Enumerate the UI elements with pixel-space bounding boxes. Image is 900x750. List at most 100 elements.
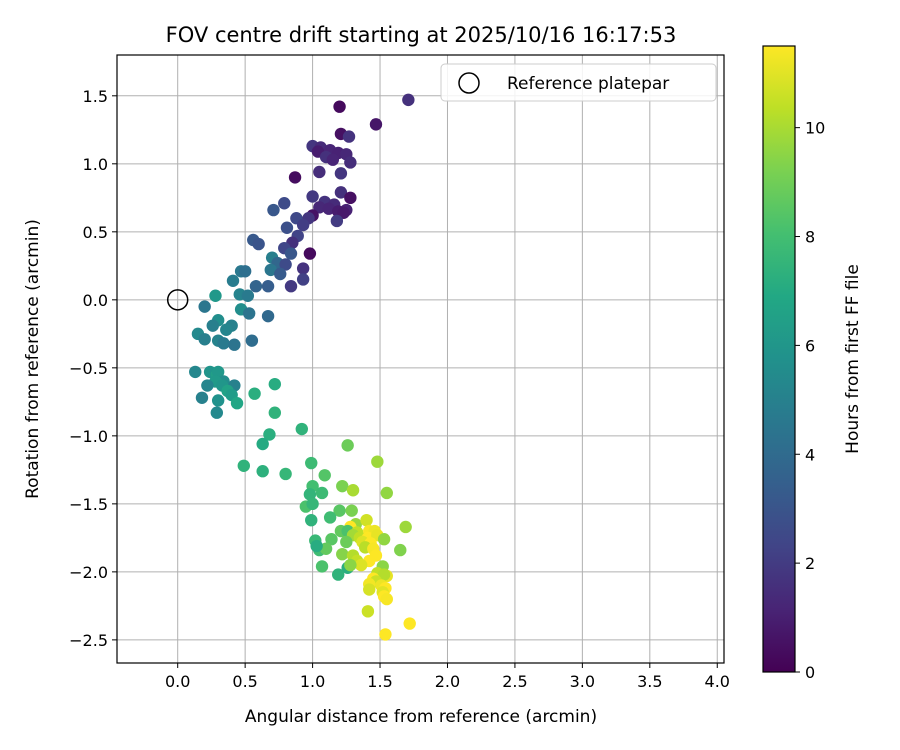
scatter-point: [195, 391, 209, 404]
legend-label: Reference platepar: [507, 74, 669, 94]
scatter-point: [303, 488, 317, 501]
colorbar-tick-label: 8: [805, 228, 815, 247]
scatter-point: [325, 533, 338, 546]
x-tick-label: 1.5: [367, 672, 392, 691]
scatter-point: [252, 237, 265, 251]
scatter-point: [306, 190, 319, 203]
scatter-point: [198, 300, 211, 313]
y-tick-label: −2.0: [69, 563, 108, 582]
scatter-point: [274, 267, 287, 281]
scatter-point: [217, 337, 230, 350]
scatter-point: [332, 568, 345, 581]
scatter-point: [220, 323, 233, 336]
scatter-point: [296, 262, 310, 275]
scatter-point: [322, 202, 335, 215]
scatter-point: [377, 533, 391, 546]
colorbar-tick-label: 6: [805, 336, 815, 355]
scatter-point: [361, 605, 375, 618]
chart-title: FOV centre drift starting at 2025/10/16 …: [166, 23, 677, 47]
scatter-point: [377, 568, 391, 581]
scatter-point: [333, 504, 346, 517]
x-tick-label: 2.5: [502, 672, 527, 691]
scatter-point: [238, 265, 252, 278]
scatter-point: [394, 543, 407, 557]
scatter-point: [340, 535, 353, 549]
colorbar-ticks: 0 2 4 6 8 10: [795, 119, 825, 682]
x-tick-label: 0.5: [232, 672, 257, 691]
scatter-point: [303, 247, 317, 260]
scatter-point: [279, 258, 292, 271]
scatter-point: [279, 467, 292, 481]
y-tick-label: 1.0: [83, 155, 108, 174]
scatter-point: [344, 156, 357, 169]
scatter-point: [379, 628, 392, 641]
scatter-point: [211, 365, 225, 379]
scatter-point: [256, 437, 269, 451]
reference-point: [166, 289, 189, 311]
scatter-point: [263, 428, 276, 441]
scatter-point: [371, 455, 384, 468]
scatter-point: [313, 201, 326, 214]
colorbar-tick-label: 10: [805, 119, 825, 138]
scatter-point: [345, 504, 358, 517]
scatter-point: [226, 274, 240, 287]
x-axis-ticks: 0.0 0.5 1.0 1.5 2.0 2.5 3.0 3.5 4.0: [165, 663, 730, 691]
y-axis-ticks: −2.5 −2.0 −1.5 −1.0 −0.5 0.0 0.5 1.0 1.5: [69, 87, 117, 650]
colorbar: [762, 45, 796, 673]
scatter-point: [363, 583, 376, 596]
reference-marker: [166, 289, 189, 311]
scatter-point: [360, 513, 373, 527]
scatter-point: [380, 486, 393, 500]
scatter-point: [249, 280, 263, 293]
y-tick-label: −1.5: [69, 495, 108, 514]
legend-box: [440, 63, 717, 102]
scatter-point: [330, 214, 344, 228]
scatter-point: [305, 513, 318, 527]
scatter-point: [206, 319, 219, 332]
y-tick-label: 0.0: [83, 291, 108, 310]
scatter-point: [228, 338, 241, 351]
scatter-point: [326, 153, 340, 166]
x-tick-label: 3.5: [637, 672, 662, 691]
scatter-point: [264, 263, 277, 277]
scatter-point: [380, 592, 393, 606]
scatter-point: [346, 484, 360, 497]
scatter-point: [403, 617, 416, 630]
x-tick-label: 2.0: [435, 672, 460, 691]
scatter-point: [280, 221, 294, 234]
x-tick-label: 0.0: [165, 672, 190, 691]
x-tick-label: 4.0: [705, 672, 730, 691]
scatter-point: [336, 479, 349, 493]
scatter-point: [306, 497, 319, 511]
scatter-point: [334, 186, 348, 199]
scatter-point: [230, 397, 244, 410]
scatter-point: [333, 100, 346, 113]
scatter-point: [245, 334, 259, 347]
scatter-point: [402, 93, 415, 107]
scatter-point: [310, 539, 323, 553]
scatter-point: [354, 558, 368, 572]
scatter-point: [211, 394, 225, 407]
scatter-point: [315, 560, 329, 573]
scatter-point: [268, 377, 282, 391]
scatter-point: [256, 465, 269, 478]
scatter-point: [201, 379, 214, 392]
x-axis-label: Angular distance from reference (arcmin): [245, 707, 597, 727]
scatter-point: [288, 171, 302, 184]
scatter-point: [295, 422, 308, 436]
scatter-point: [248, 387, 261, 400]
scatter-point: [334, 167, 348, 180]
y-axis-label: Rotation from reference (arcmin): [23, 219, 43, 499]
scatter-point: [344, 558, 357, 572]
colorbar-label: Hours from first FF file: [843, 264, 863, 454]
scatter-point: [305, 456, 318, 470]
y-tick-label: −0.5: [69, 359, 108, 378]
scatter-point: [210, 406, 224, 419]
scatter-point: [315, 486, 329, 500]
scatter-point: [296, 273, 310, 286]
scatter-point: [318, 469, 331, 482]
scatter-point: [268, 406, 282, 419]
scatter-point: [341, 439, 354, 452]
scatter-point: [296, 218, 310, 232]
scatter-points: [189, 93, 416, 641]
